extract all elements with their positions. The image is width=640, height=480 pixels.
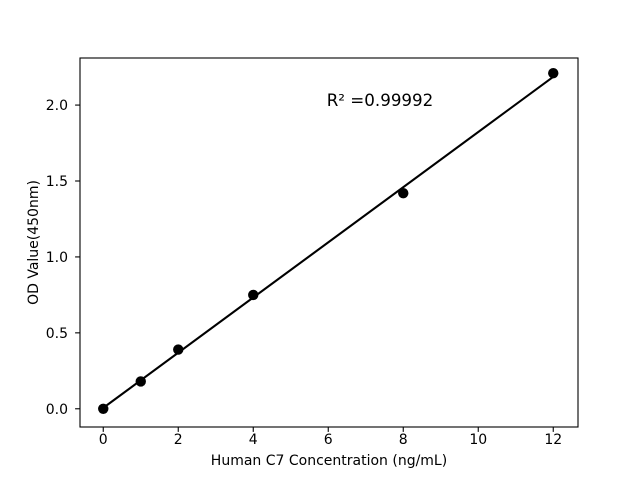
x-tick-label: 6 xyxy=(324,432,333,448)
y-tick-label: 0.0 xyxy=(46,402,68,418)
y-axis-label: OD Value(450nm) xyxy=(26,180,42,305)
x-axis-label: Human C7 Concentration (ng/mL) xyxy=(211,453,447,469)
x-tick-label: 12 xyxy=(544,432,562,448)
x-tick-label: 4 xyxy=(249,432,258,448)
data-point xyxy=(135,376,146,387)
x-tick-label: 10 xyxy=(469,432,487,448)
r-squared-annotation: R² =0.99992 xyxy=(327,90,434,110)
data-points xyxy=(98,67,559,414)
y-tick-label: 1.5 xyxy=(46,174,68,190)
axes-frame xyxy=(79,57,579,428)
y-axis-ticks: 0.0 0.5 1.0 1.5 2.0 xyxy=(46,98,80,418)
y-tick-label: 2.0 xyxy=(46,98,68,114)
axes-spines xyxy=(79,57,579,428)
x-axis-ticks: 0 2 4 6 8 10 12 xyxy=(99,427,562,448)
data-point xyxy=(98,403,109,414)
x-tick-label: 2 xyxy=(174,432,183,448)
data-point xyxy=(398,187,409,199)
y-tick-label: 0.5 xyxy=(46,326,68,342)
data-point xyxy=(248,289,259,301)
data-point xyxy=(173,344,184,355)
x-tick-label: 8 xyxy=(399,432,408,448)
y-tick-label: 1.0 xyxy=(46,250,68,266)
x-tick-label: 0 xyxy=(99,432,108,448)
data-point xyxy=(548,67,559,79)
